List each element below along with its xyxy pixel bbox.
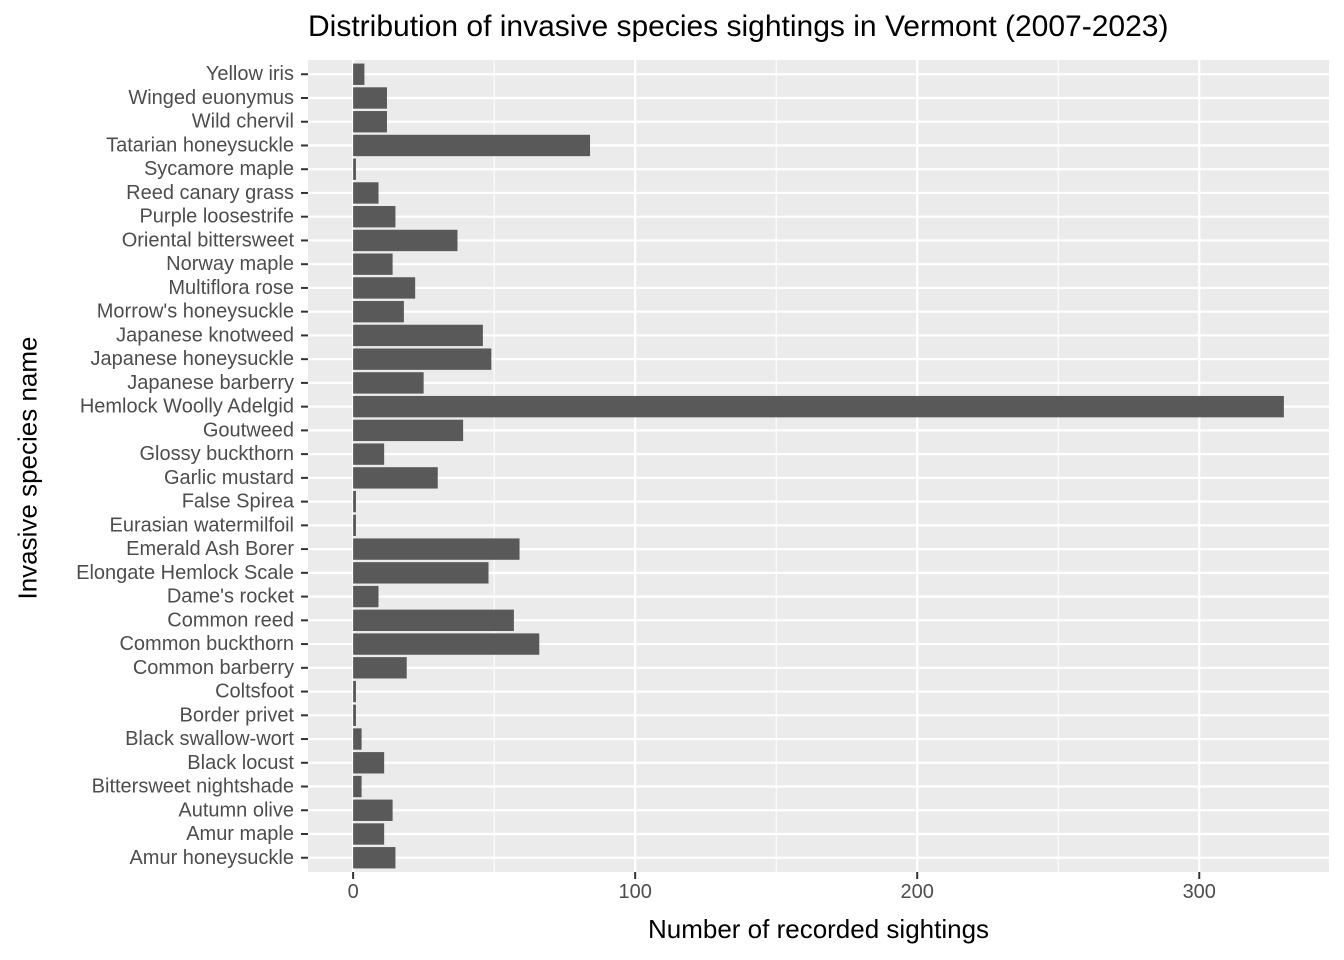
- y-tick-label: Emerald Ash Borer: [126, 538, 294, 560]
- bar: [353, 158, 356, 180]
- y-tick-label: Autumn olive: [178, 799, 294, 821]
- bar: [353, 752, 385, 774]
- x-tick-label: 0: [348, 881, 359, 903]
- x-axis-title: Number of recorded sightings: [647, 914, 990, 944]
- bar: [353, 182, 379, 204]
- bar: [353, 206, 396, 228]
- y-tick-label: Japanese knotweed: [116, 324, 294, 346]
- y-tick-label: Reed canary grass: [126, 182, 294, 204]
- bar: [353, 538, 520, 560]
- bar: [353, 514, 356, 537]
- bar: [353, 799, 393, 821]
- bar: [353, 704, 356, 726]
- bar: [353, 657, 407, 679]
- y-tick-label: Hemlock Woolly Adelgid: [80, 396, 294, 418]
- bar: [353, 633, 540, 655]
- bar: [353, 87, 387, 109]
- y-tick-label: Bittersweet nightshade: [92, 776, 294, 798]
- y-tick-label: Garlic mustard: [164, 467, 294, 489]
- bar: [353, 134, 591, 157]
- y-tick-label: Sycamore maple: [144, 158, 294, 180]
- y-tick-label: Amur maple: [186, 823, 294, 845]
- y-tick-label: Amur honeysuckle: [129, 847, 294, 869]
- y-tick-label: Elongate Hemlock Scale: [76, 562, 294, 584]
- bar: [353, 467, 438, 489]
- y-tick-label: Norway maple: [166, 253, 294, 275]
- y-tick-label: False Spirea: [182, 491, 295, 513]
- bar: [353, 490, 356, 513]
- bar: [353, 277, 416, 299]
- y-tick-label: Black locust: [187, 752, 294, 774]
- bar: [353, 775, 362, 798]
- bar: [353, 111, 387, 133]
- bar: [353, 419, 464, 442]
- bar: [353, 562, 489, 584]
- y-tick-label: Common reed: [167, 609, 294, 631]
- bar: [353, 253, 393, 275]
- bar: [353, 324, 483, 347]
- bars: [353, 63, 1284, 869]
- bar: [353, 443, 385, 465]
- bar: [353, 372, 424, 394]
- y-tick-label: Japanese barberry: [127, 372, 294, 394]
- y-tick-label: Multiflora rose: [168, 277, 294, 299]
- bar: [353, 300, 404, 323]
- x-axis-ticks: 0 100 200 300: [348, 872, 1216, 903]
- y-tick-label: Common barberry: [133, 657, 294, 679]
- bar: [353, 229, 458, 252]
- bar: [353, 680, 356, 703]
- y-tick-label: Oriental bittersweet: [122, 229, 295, 251]
- y-tick-label: Border privet: [180, 704, 295, 726]
- y-tick-label: Japanese honeysuckle: [91, 348, 294, 370]
- bar: [353, 728, 362, 750]
- x-tick-label: 200: [901, 881, 934, 903]
- y-tick-label: Goutweed: [203, 419, 294, 441]
- bar: [353, 609, 514, 632]
- y-tick-label: Eurasian watermilfoil: [109, 514, 294, 536]
- y-tick-label: Coltsfoot: [215, 681, 294, 703]
- y-tick-label: Wild chervil: [192, 111, 294, 133]
- y-tick-label: Morrow's honeysuckle: [97, 301, 294, 323]
- bar: [353, 395, 1284, 418]
- y-tick-label: Dame's rocket: [167, 586, 295, 608]
- y-tick-label: Glossy buckthorn: [139, 443, 294, 465]
- bar: [353, 847, 396, 869]
- y-tick-label: Tatarian honeysuckle: [106, 134, 294, 156]
- x-tick-label: 100: [618, 881, 651, 903]
- y-tick-label: Yellow iris: [206, 63, 294, 85]
- chart-title: Distribution of invasive species sightin…: [308, 10, 1169, 43]
- bar: [353, 585, 379, 608]
- x-tick-label: 300: [1183, 881, 1216, 903]
- bar: [353, 348, 492, 370]
- y-tick-label: Purple loosestrife: [139, 206, 294, 228]
- bar: [353, 823, 385, 845]
- y-tick-label: Common buckthorn: [119, 633, 294, 655]
- y-tick-label: Black swallow-wort: [125, 728, 294, 750]
- y-axis-title: Invasive species name: [12, 336, 43, 600]
- plot-panel: [308, 60, 1329, 872]
- y-tick-label: Winged euonymus: [128, 87, 294, 109]
- bar: [353, 63, 365, 85]
